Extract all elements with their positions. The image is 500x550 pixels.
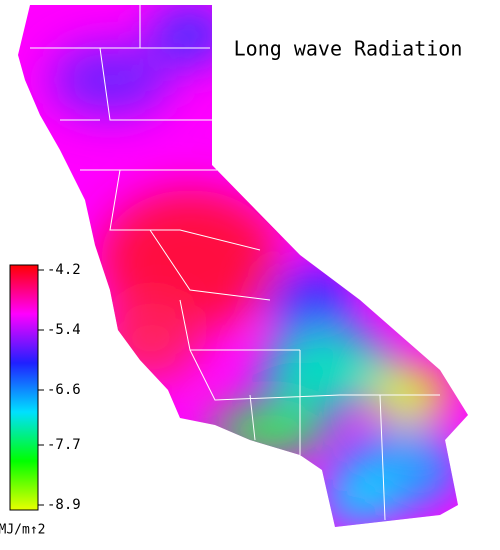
- colorbar-ticks: -4.2 -5.4 -6.6 -7.7 -8.9: [38, 262, 81, 513]
- tick-label: -6.6: [47, 382, 81, 398]
- tick-label: -5.4: [47, 322, 81, 338]
- map-title: Long wave Radiation: [234, 37, 463, 61]
- colorbar-unit: MJ/m↑2: [0, 523, 45, 538]
- tick-label: -4.2: [47, 262, 81, 278]
- tick-label: -8.9: [47, 497, 81, 513]
- colorbar: [9, 264, 39, 511]
- tick-label: -7.7: [47, 437, 81, 453]
- county-lines: [30, 5, 440, 521]
